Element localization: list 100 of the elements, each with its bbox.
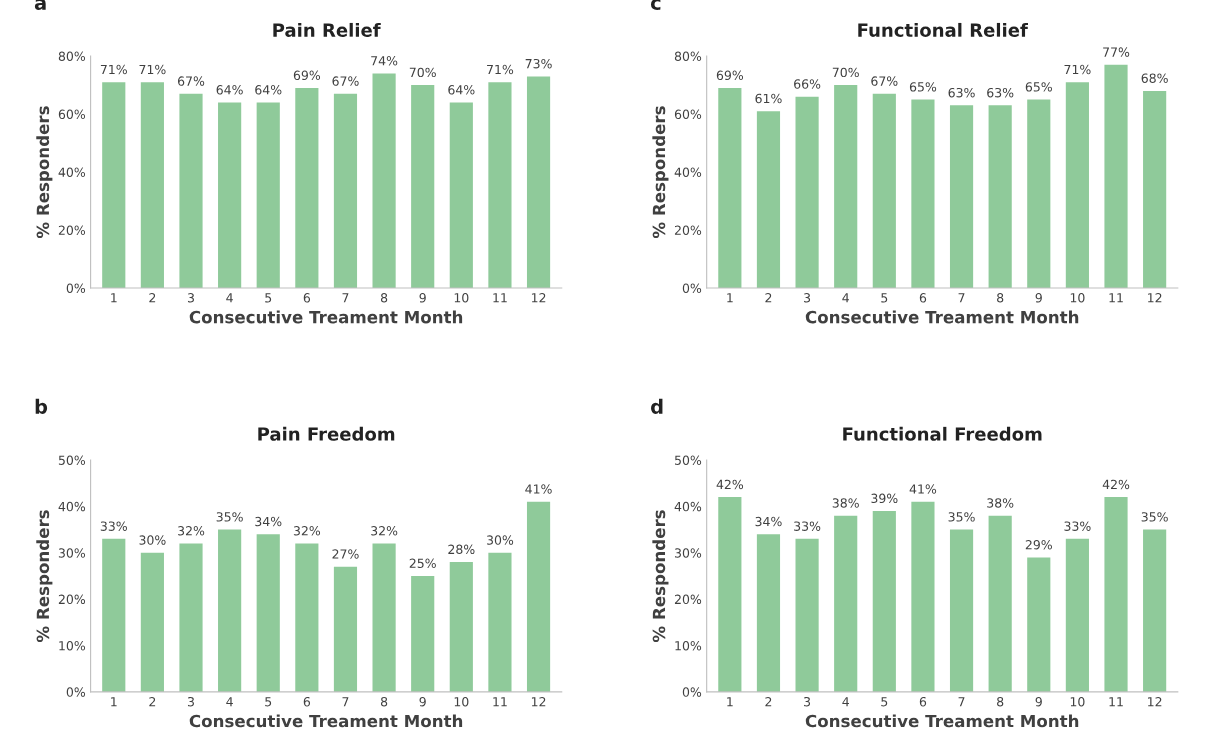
x-tick-label: 6 [919,696,927,707]
y-tick-label: 0% [66,687,86,697]
chart-title: Pain Relief [273,22,381,37]
bar [295,87,319,288]
data-label: 67% [332,76,359,86]
bar [179,543,203,692]
data-label: 69% [716,70,744,81]
x-tick-label: 12 [531,293,546,303]
data-label: 35% [948,512,975,522]
y-axis-title: % Responders [36,510,53,643]
x-tick-label: 5 [265,293,272,303]
bar [333,566,358,692]
x-tick-label: 11 [1109,293,1123,303]
x-tick-label: 1 [111,293,117,303]
bar [449,102,473,288]
data-label: 71% [100,64,127,75]
data-label: 32% [178,526,205,536]
x-tick-label: 1 [727,293,733,303]
bar [834,85,858,288]
data-label: 67% [177,76,205,86]
y-tick-label: 20% [58,594,86,605]
y-tick-label: 20% [674,594,702,605]
x-tick-label: 9 [419,696,426,707]
y-tick-label: 0% [682,283,702,293]
y-tick-label: 60% [674,109,702,119]
y-tick-label: 30% [58,548,86,558]
bar [218,102,242,288]
x-tick-label: 2 [765,696,772,707]
y-tick-label: 50% [58,455,86,465]
x-tick-label: 4 [226,697,233,707]
y-tick-label: 40% [58,501,86,512]
bar [102,82,126,288]
data-label: 65% [909,82,937,92]
bar [488,552,512,692]
x-tick-label: 7 [342,697,349,707]
bar [872,511,896,692]
bar [756,111,781,288]
y-tick-label: 0% [682,687,702,697]
bar [911,501,935,692]
chart-title: Pain Freedom [258,426,395,441]
bar [795,96,819,288]
bar [1143,90,1167,288]
data-label: 61% [755,93,782,104]
bar [949,529,974,692]
bar [756,534,781,692]
x-tick-label: 8 [997,293,1004,303]
x-tick-label: 8 [380,293,388,303]
bar [411,575,435,692]
y-tick-label: 50% [675,455,702,465]
bar [1104,64,1128,288]
bar [179,93,203,288]
y-axis-title: % Responders [36,106,53,239]
data-label: 34% [755,516,782,527]
bar [1027,557,1051,692]
y-tick-label: 80% [674,51,702,62]
data-label: 39% [871,493,898,504]
bar [1065,538,1089,692]
x-tick-label: 10 [454,696,469,707]
x-tick-label: 4 [842,697,849,707]
data-label: 64% [255,85,282,95]
data-label: 30% [139,535,166,545]
data-label: 67% [871,76,898,86]
bar [988,515,1012,692]
y-tick-label: 0% [66,283,86,293]
x-tick-label: 8 [380,696,388,707]
x-tick-label: 11 [493,697,507,707]
bar [488,82,512,288]
x-tick-label: 12 [531,696,546,707]
x-tick-label: 10 [1070,293,1085,303]
data-label: 33% [1064,521,1091,531]
bar [449,562,473,692]
bar [526,501,551,692]
x-tick-label: 6 [919,293,927,303]
x-tick-label: 9 [1035,696,1042,707]
x-tick-label: 4 [226,293,233,303]
data-label: 27% [332,549,359,559]
x-axis-title: Consecutive Treament Month [805,714,1079,728]
y-tick-label: 80% [58,51,86,62]
bar [795,538,819,692]
data-label: 63% [948,87,975,98]
bar [1104,497,1128,692]
y-tick-label: 40% [674,501,702,512]
bar [295,543,319,692]
data-label: 63% [987,87,1014,98]
bar [988,105,1012,288]
x-tick-label: 3 [187,293,194,303]
bar [372,73,396,288]
data-label: 64% [216,85,243,95]
x-tick-label: 6 [303,696,311,707]
data-label: 29% [1025,539,1052,550]
bar [333,93,358,288]
data-label: 28% [448,544,475,555]
data-label: 71% [1064,64,1091,75]
bar [718,497,742,692]
y-tick-label: 20% [674,225,702,235]
data-label: 30% [487,535,514,545]
x-tick-label: 2 [149,696,156,707]
bar [1027,99,1051,288]
x-tick-label: 5 [265,697,272,707]
x-axis-title: Consecutive Treament Month [189,714,463,728]
